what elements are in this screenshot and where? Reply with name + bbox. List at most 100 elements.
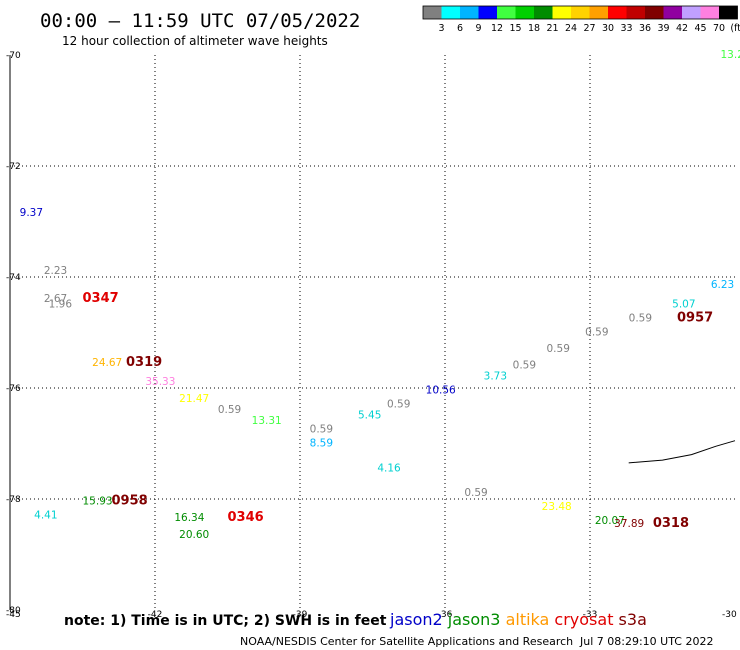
wave-height-label: 15.93 (83, 496, 113, 508)
satellite-legend-item: cryosat (549, 610, 613, 629)
scale-swatch (682, 6, 701, 19)
chart-title: 00:00 – 11:59 UTC 07/05/2022 (40, 10, 360, 32)
scale-swatch (700, 6, 719, 19)
x-tick-label: -33 (583, 610, 598, 620)
wave-height-label: 6.23 (711, 279, 734, 291)
y-tick-label: -74 (6, 273, 21, 283)
y-tick-label: -78 (6, 495, 21, 505)
wave-height-label: 5.45 (358, 410, 381, 422)
y-tick-label: -76 (6, 384, 21, 394)
wave-height-label: 4.41 (34, 509, 57, 521)
wave-height-label: 24.67 (92, 357, 122, 369)
x-tick-label: -30 (722, 610, 737, 620)
x-tick-labels: -45 -42 -39 -36 -33 -30 (6, 610, 737, 620)
wave-height-label: 20.60 (179, 529, 209, 541)
satellite-legend: jason2 jason3 altika cryosat s3a (389, 610, 647, 629)
scale-swatch (515, 6, 534, 19)
scale-swatch (441, 6, 460, 19)
wave-height-label: 0.59 (387, 398, 410, 410)
x-tick-label: -45 (6, 610, 21, 620)
wave-height-label: 0.59 (629, 312, 652, 324)
scale-label: 24 (565, 23, 577, 34)
wave-height-label: 1.96 (49, 299, 73, 311)
wave-height-label: 0.59 (585, 326, 608, 338)
x-tick-label: -36 (438, 610, 453, 620)
scale-label: 3 (438, 23, 444, 34)
wave-height-label: 8.59 (310, 437, 333, 449)
scale-label: 33 (620, 23, 632, 34)
scale-label: 70 (713, 23, 725, 34)
scale-swatch (423, 6, 442, 19)
scale-label: 15 (509, 23, 521, 34)
scale-label: 39 (657, 23, 669, 34)
scale-label: 36 (639, 23, 651, 34)
satellite-legend-item: s3a (613, 610, 646, 629)
scale-swatch (534, 6, 553, 19)
wave-height-label: 2.23 (44, 265, 67, 277)
wave-height-label: 2.67 (44, 293, 67, 305)
satellite-legend-item: altika (500, 610, 549, 629)
observation-labels: 9.37 2.23 2.671.96 0347 24.67 0319 35.33 21.47 0… (20, 49, 740, 541)
wave-height-label: 5.07 (672, 299, 695, 311)
chart-subtitle: 12 hour collection of altimeter wave hei… (62, 34, 328, 48)
scale-swatch (478, 6, 497, 19)
satellite-legend-item: jason3 (443, 610, 501, 629)
plot-area: -70 -72 -74 -76 -78 -80 -45 -42 -39 -36 -33 -30 9.… (6, 49, 740, 620)
wave-height-label: 0.59 (310, 423, 333, 435)
footer-note: note: 1) Time is in UTC; 2) SWH is in fe… (64, 613, 387, 629)
wave-height-label: 21.47 (179, 393, 209, 405)
pass-time-label: 0957 (677, 310, 713, 325)
scale-label: 42 (676, 23, 688, 34)
wave-height-label: 13.31 (252, 415, 282, 427)
wave-height-label: 35.33 (145, 376, 175, 388)
wave-height-label: 3.73 (484, 371, 507, 383)
satellite-legend-item: jason2 (389, 610, 443, 629)
y-tick-label: -70 (6, 51, 21, 61)
y-tick-label: -80 (6, 606, 21, 616)
pass-time-label: 0318 (653, 516, 689, 531)
y-tick-label: -72 (6, 162, 21, 172)
wave-height-label: 0.59 (464, 487, 487, 499)
wave-height-label: 4.16 (377, 462, 401, 474)
scale-label: (ft) (730, 23, 740, 34)
x-tick-label: -39 (293, 610, 308, 620)
scale-label: 9 (475, 23, 481, 34)
timestamp-text: Jul 7 08:29:10 UTC 2022 (579, 635, 713, 648)
wave-height-label: 0.59 (547, 343, 570, 355)
scale-label: 21 (546, 23, 558, 34)
scale-swatch (626, 6, 645, 19)
scale-label: 6 (457, 23, 463, 34)
x-tick-label: -42 (148, 610, 163, 620)
scale-label: 27 (583, 23, 595, 34)
wave-height-label: 0.59 (218, 404, 241, 416)
pass-time-label: 0319 (126, 355, 162, 370)
wave-height-label: 13.20 (721, 49, 740, 61)
wave-height-label: 9.37 (20, 207, 43, 219)
scale-label: 45 (694, 23, 706, 34)
wave-height-label: 0.59 (513, 360, 536, 372)
scale-swatch (571, 6, 590, 19)
scale-swatch (497, 6, 516, 19)
scale-swatch (719, 6, 738, 19)
scale-label: 18 (528, 23, 540, 34)
scale-swatch (608, 6, 627, 19)
y-tick-labels: -70 -72 -74 -76 -78 -80 (6, 51, 21, 616)
pass-time-label: 0347 (83, 291, 119, 306)
wave-height-label: 37.89 (614, 518, 644, 530)
wave-height-label: 10.56 (426, 385, 456, 397)
scale-swatch (645, 6, 664, 19)
grid-lines (10, 55, 735, 610)
wave-height-label: 16.34 (174, 512, 204, 524)
scale-border (422, 5, 738, 20)
scale-label: 12 (491, 23, 503, 34)
scale-swatch (663, 6, 682, 19)
scale-swatch (552, 6, 571, 19)
pass-time-label: 0958 (112, 494, 148, 509)
scale-label: 30 (602, 23, 614, 34)
credit-text: NOAA/NESDIS Center for Satellite Applica… (240, 635, 573, 648)
pass-time-label: 0346 (228, 510, 264, 525)
wave-height-label: 23.48 (542, 501, 572, 513)
wave-height-label: 20.07 (595, 515, 625, 527)
